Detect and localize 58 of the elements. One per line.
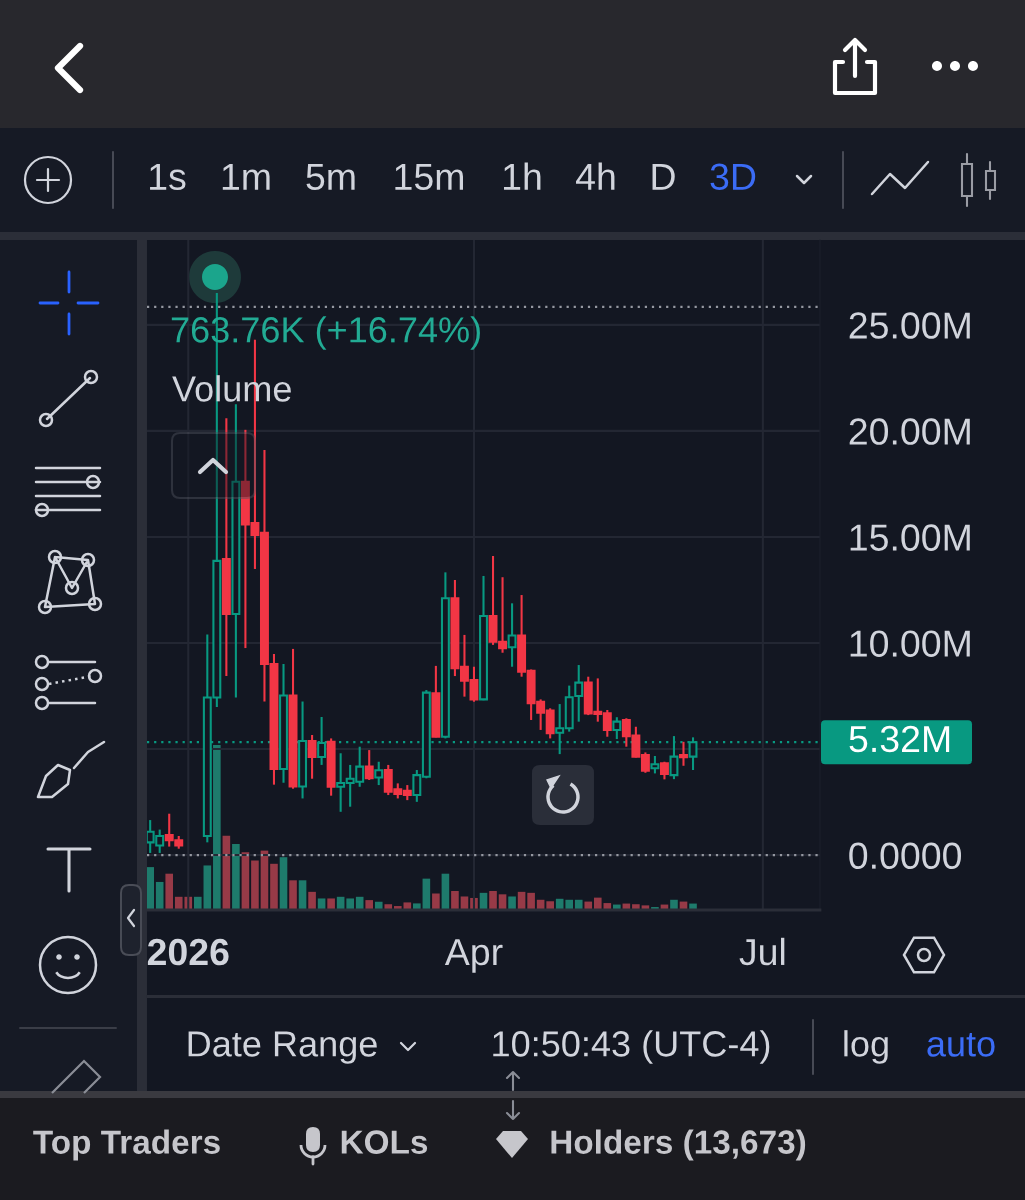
bar xyxy=(384,904,393,910)
bar xyxy=(155,881,164,910)
bar xyxy=(327,898,335,910)
bar xyxy=(489,891,497,910)
text: Top Traders xyxy=(33,1129,220,1161)
candlestick xyxy=(374,760,384,787)
ref-line-label: 5.32M xyxy=(849,725,950,753)
text: 1s xyxy=(150,163,186,191)
bar xyxy=(632,904,640,910)
candlestick xyxy=(612,716,622,741)
bar xyxy=(346,898,354,910)
text: log xyxy=(844,1030,888,1064)
text: 10:50:43 (UTC-4) xyxy=(493,1030,770,1064)
candlestick xyxy=(507,602,517,668)
bar xyxy=(251,860,259,910)
bar xyxy=(432,893,440,910)
y-tick-label: 25.00M xyxy=(849,312,970,339)
bar xyxy=(508,896,516,910)
bar xyxy=(289,880,297,910)
bar xyxy=(279,857,288,910)
bar xyxy=(574,899,583,910)
y-tick-label: 15.00M xyxy=(850,524,970,551)
bar xyxy=(527,892,535,910)
bar xyxy=(270,863,278,910)
text: 3D xyxy=(710,163,756,191)
bar xyxy=(451,891,459,910)
bar xyxy=(203,865,212,910)
bar xyxy=(147,867,154,910)
text: 5m xyxy=(306,163,355,191)
bar xyxy=(355,896,364,910)
bar xyxy=(193,896,202,910)
text: 15m xyxy=(395,163,463,191)
y-tick-label: 10.00M xyxy=(850,630,970,657)
bar xyxy=(165,873,174,910)
x-tick-label: 2026 xyxy=(147,938,229,966)
text: KOLs xyxy=(341,1130,428,1154)
text: D xyxy=(652,163,675,190)
bar xyxy=(565,899,574,910)
text: 4h xyxy=(576,162,615,190)
bar xyxy=(670,899,678,910)
text: auto xyxy=(927,1032,995,1057)
bar xyxy=(413,903,421,910)
bar xyxy=(232,844,240,910)
bar xyxy=(308,891,316,910)
text: 1h xyxy=(504,162,541,190)
x-tick-label: Jul xyxy=(739,937,785,966)
candlestick xyxy=(679,740,688,767)
bar xyxy=(365,900,374,910)
y-tick-label: 0.0000 xyxy=(849,842,962,870)
candlestick xyxy=(364,749,374,782)
bar xyxy=(546,901,554,910)
text: Date Range xyxy=(188,1031,377,1064)
bar xyxy=(298,880,307,910)
text: Holders (13,673) xyxy=(551,1129,806,1161)
x-tick-label: Apr xyxy=(444,939,503,973)
text: 1m xyxy=(222,163,270,190)
y-tick-label: 20.00M xyxy=(849,418,970,445)
candlestick xyxy=(307,733,317,780)
